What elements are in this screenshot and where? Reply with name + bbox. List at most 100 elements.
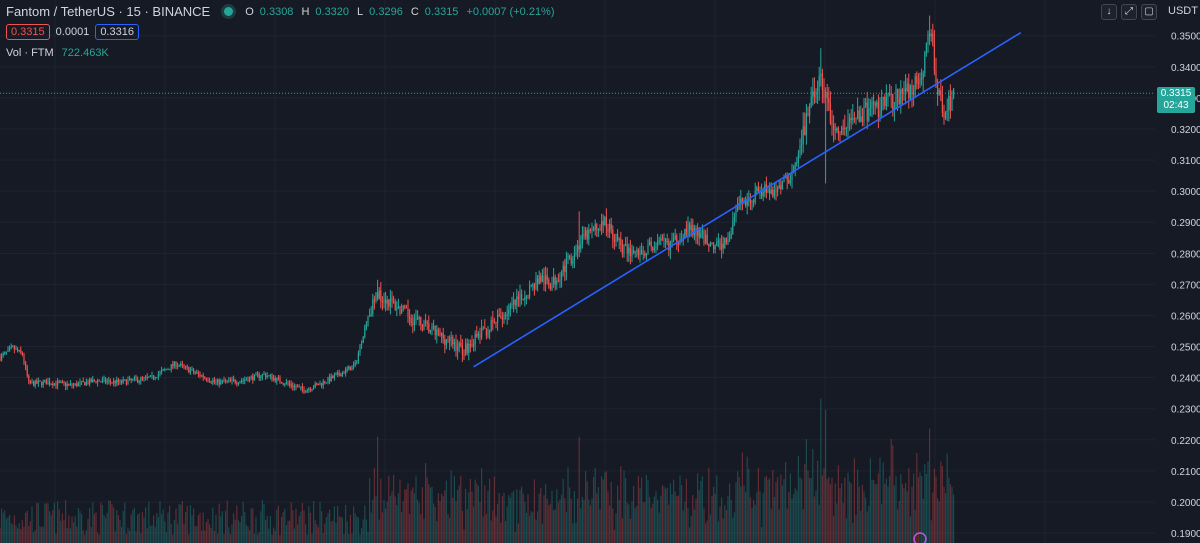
candle-body	[452, 337, 454, 345]
expand-icon[interactable]: ⤢	[1121, 4, 1137, 20]
volume-bar	[905, 483, 907, 543]
volume-bar	[89, 507, 91, 543]
scroll-down-icon[interactable]: ↓	[1101, 4, 1117, 20]
candle-body	[148, 376, 150, 378]
volume-bar	[41, 526, 43, 543]
volume-bar	[140, 533, 142, 543]
volume-bar	[295, 508, 297, 543]
volume-bar	[492, 510, 494, 543]
volume-bar	[711, 495, 713, 543]
candle-body	[127, 380, 129, 385]
volume-bar	[754, 504, 756, 543]
volume-bar	[791, 498, 793, 543]
candle-body	[441, 333, 443, 336]
volume-bar	[593, 476, 595, 543]
volume-bar	[375, 495, 377, 543]
volume-bar	[145, 507, 147, 543]
volume-bar	[738, 477, 740, 543]
candle-body	[268, 375, 270, 377]
candle-body	[309, 388, 311, 391]
candle-body	[673, 239, 675, 241]
buy-button[interactable]: 0.3316	[95, 24, 139, 40]
candle-body	[439, 330, 441, 336]
candle-body	[429, 330, 431, 333]
volume-bar	[849, 481, 851, 543]
candle-body	[196, 372, 198, 374]
candle-body	[714, 245, 716, 250]
volume-bar	[380, 478, 382, 543]
trendline[interactable]	[473, 31, 1022, 368]
candle-body	[711, 243, 713, 245]
volume-bar	[753, 499, 755, 543]
candle-body	[557, 280, 559, 282]
volume-bar	[844, 477, 846, 543]
sell-button[interactable]: 0.3315	[6, 24, 50, 40]
volume-bar	[388, 475, 390, 543]
volume-bar	[740, 486, 742, 543]
volume-bar	[223, 534, 225, 543]
volume-bar	[562, 478, 564, 543]
volume-bar	[356, 516, 358, 543]
candle-body	[631, 249, 633, 257]
volume-legend[interactable]: Vol · FTM 722.463K	[6, 47, 109, 59]
candle-body	[866, 102, 868, 121]
volume-bar	[228, 527, 230, 543]
volume-bar	[604, 472, 606, 543]
candle-body	[948, 95, 950, 111]
y-tick-label: 0.3500	[1171, 32, 1200, 43]
volume-bar	[50, 515, 52, 543]
candle-body	[415, 318, 417, 320]
candle-body	[533, 284, 535, 289]
candle-body	[647, 245, 649, 253]
candle-body	[362, 336, 364, 343]
volume-bar	[477, 486, 479, 543]
candle-body	[447, 339, 449, 342]
volume-bar	[194, 526, 196, 543]
candle-body	[149, 375, 151, 377]
volume-bar	[895, 476, 897, 543]
volume-bar	[786, 508, 788, 543]
candle-body	[565, 258, 567, 273]
candle-body	[95, 381, 97, 383]
volume-bar	[564, 498, 566, 543]
candle-body	[708, 244, 710, 247]
candle-body	[748, 199, 750, 201]
candle-body	[783, 177, 785, 182]
camera-icon[interactable]: ▢	[1141, 4, 1157, 20]
volume-bar	[61, 513, 63, 543]
candle-body	[191, 369, 193, 371]
candle-body	[863, 105, 865, 122]
y-tick-label: 0.3100	[1171, 156, 1200, 167]
volume-bar	[241, 515, 243, 543]
symbol-title[interactable]: Fantom / TetherUS · 15 · BINANCE	[6, 4, 211, 19]
volume-bar	[218, 503, 220, 543]
candle-body	[676, 235, 678, 244]
bar-marker-icon[interactable]	[913, 532, 927, 543]
volume-bar	[197, 515, 199, 543]
volume-bar	[509, 497, 511, 543]
candle-body	[76, 383, 78, 387]
volume-bar	[71, 516, 73, 543]
volume-bar	[762, 492, 764, 543]
volume-bar	[396, 505, 398, 543]
volume-bar	[687, 508, 689, 543]
candle-body	[777, 188, 779, 192]
price-axis[interactable]: 0.35000.34000.33000.32000.31000.30000.29…	[1171, 32, 1200, 540]
volume-bar	[689, 527, 691, 543]
volume-bar	[666, 487, 668, 543]
candle-body	[58, 381, 60, 383]
volume-bar	[826, 479, 828, 543]
volume-bar	[530, 511, 532, 543]
candle-body	[1, 354, 3, 361]
volume-bar	[885, 478, 887, 543]
candle-body	[255, 373, 257, 375]
candle-body	[933, 44, 935, 72]
candle-body	[522, 298, 524, 300]
volume-bar	[588, 499, 590, 543]
currency-select[interactable]: USDT ⌄	[1168, 4, 1200, 17]
candle-body	[727, 240, 729, 243]
volume-bar	[407, 483, 409, 543]
candle-body	[140, 377, 142, 381]
volume-bar	[330, 521, 332, 543]
